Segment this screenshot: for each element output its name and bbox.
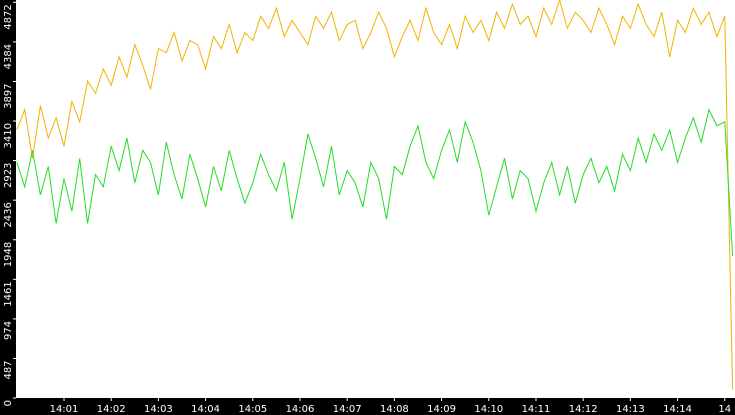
- x-axis-band: [0, 398, 735, 415]
- x-tick-label: 14:02: [97, 404, 126, 415]
- y-tick-label: 3410: [3, 123, 14, 148]
- x-tick-label: 14:01: [50, 404, 79, 415]
- y-tick-label: 0: [3, 400, 14, 406]
- y-tick-label: 1461: [3, 281, 14, 306]
- y-tick-label: 2923: [3, 163, 14, 188]
- x-tick-label: 14:08: [380, 404, 409, 415]
- y-tick-label: 2436: [3, 202, 14, 227]
- x-tick-label: 14:11: [522, 404, 551, 415]
- series-line: [16, 108, 734, 256]
- y-axis-band: [0, 0, 16, 415]
- y-tick-label: 4384: [3, 44, 14, 69]
- series-line: [16, 0, 734, 390]
- y-tick-label: 1948: [3, 242, 14, 267]
- x-tick-label: 14:12: [569, 404, 598, 415]
- x-tick-label: 14:13: [616, 404, 645, 415]
- y-tick-label: 487: [3, 360, 14, 379]
- x-tick-label: 14:06: [286, 404, 315, 415]
- x-tick-label: 14:04: [191, 404, 220, 415]
- x-tick-label: 14:03: [144, 404, 173, 415]
- x-tick-label: 14:14: [663, 404, 692, 415]
- y-tick-label: 974: [3, 321, 14, 340]
- x-tick-label: 14:07: [333, 404, 362, 415]
- x-tick-label: 14:05: [238, 404, 267, 415]
- x-tick-label: 14:09: [427, 404, 456, 415]
- y-tick-label: 3897: [3, 83, 14, 108]
- y-tick-label: 4872: [3, 4, 14, 29]
- x-tick-label: 14:10: [474, 404, 503, 415]
- x-tick-label: 14: [718, 404, 731, 415]
